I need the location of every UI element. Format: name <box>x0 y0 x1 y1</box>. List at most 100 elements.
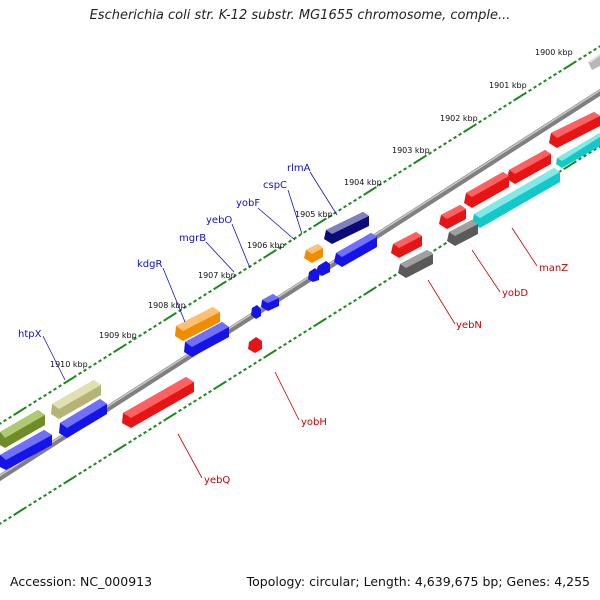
gene-feature[interactable] <box>122 377 194 428</box>
scale-tick <box>343 204 347 209</box>
scale-tick <box>13 412 17 416</box>
gene-feature[interactable] <box>447 220 478 246</box>
gene-feature[interactable] <box>51 380 101 419</box>
scale-tick <box>388 176 392 181</box>
scale-tick <box>23 506 27 510</box>
gene-feature[interactable] <box>184 322 229 357</box>
scale-tick <box>283 342 287 347</box>
scale-tick <box>228 377 232 381</box>
scale-tick <box>373 286 377 290</box>
kbp-label: 1903 kbp <box>392 146 430 155</box>
gene-label-rlmA[interactable]: rlmA <box>287 163 311 174</box>
scale-tick <box>83 468 87 472</box>
scale-tick <box>48 390 52 394</box>
scale-tick <box>303 230 307 234</box>
scale-tick <box>563 166 567 171</box>
gene-feature[interactable] <box>334 233 377 267</box>
gene-label-kdgR[interactable]: kdgR <box>137 259 162 270</box>
scale-tick <box>308 227 312 231</box>
scale-tick <box>0 422 2 425</box>
scale-tick <box>203 293 207 297</box>
gene-feature[interactable] <box>59 399 107 438</box>
scale-tick <box>353 198 357 203</box>
gene-label-yebO[interactable]: yebO <box>206 215 232 226</box>
gene-feature[interactable] <box>549 112 600 148</box>
scale-tick <box>378 282 382 287</box>
scale-tick <box>113 349 117 354</box>
scale-tick <box>573 60 577 64</box>
scale-tick <box>128 340 132 344</box>
scale-tick <box>123 343 127 347</box>
gene-label-yobF[interactable]: yobF <box>236 198 260 209</box>
scale-tick <box>103 355 107 360</box>
scale-tick <box>513 98 517 102</box>
gene-feature[interactable] <box>248 337 262 353</box>
scale-tick <box>278 345 282 350</box>
gene-feature[interactable] <box>261 294 279 311</box>
gene-feature[interactable] <box>507 150 551 184</box>
leader-line <box>427 279 456 325</box>
scale-tick <box>133 337 137 341</box>
scale-tick <box>388 276 392 281</box>
gene-feature[interactable] <box>391 232 422 258</box>
scale-tick <box>483 116 487 121</box>
kbp-label: 1900 kbp <box>535 48 573 57</box>
scale-tick <box>578 57 582 61</box>
gene-label-yebQ[interactable]: yebQ <box>204 475 230 486</box>
scale-tick <box>588 150 592 155</box>
scale-tick <box>173 411 177 416</box>
gene-label-manZ[interactable]: manZ <box>539 263 568 274</box>
scale-tick <box>273 349 277 353</box>
gene-feature[interactable] <box>0 430 52 470</box>
scale-tick <box>223 380 227 384</box>
scale-tick <box>263 255 267 259</box>
gene-feature[interactable] <box>439 205 466 229</box>
gene-feature[interactable] <box>251 305 261 319</box>
scale-tick <box>378 182 382 187</box>
scale-tick <box>215 382 225 389</box>
scale-tick <box>323 317 327 321</box>
gene-label-mgrB[interactable]: mgrB <box>179 233 206 244</box>
scale-tick <box>533 85 537 89</box>
scale-tick <box>163 418 167 422</box>
gene-feature[interactable] <box>398 250 433 278</box>
gene-feature[interactable] <box>588 54 600 70</box>
gene-feature[interactable] <box>175 307 220 341</box>
scale-tick <box>283 242 287 247</box>
scale-tick <box>198 296 202 300</box>
scale-tick <box>565 61 575 69</box>
gene-feature[interactable] <box>0 410 45 448</box>
gene-feature[interactable] <box>316 261 330 276</box>
scale-tick <box>515 93 525 100</box>
scale-tick <box>308 327 312 331</box>
scale-tick <box>65 376 75 383</box>
scale-tick <box>333 211 337 215</box>
scale-tick <box>423 154 427 159</box>
gene-feature[interactable] <box>324 212 369 244</box>
gene-feature[interactable] <box>464 172 509 208</box>
gene-feature[interactable] <box>472 168 560 228</box>
scale-tick <box>538 82 542 86</box>
gene-feature[interactable] <box>308 268 319 282</box>
scale-tick <box>583 54 587 58</box>
gene-label-yobH[interactable]: yobH <box>301 417 327 428</box>
scale-tick <box>258 358 262 362</box>
scale-tick <box>228 277 232 281</box>
scale-tick <box>193 299 197 303</box>
leader-line <box>162 267 186 323</box>
scale-tick <box>328 314 332 318</box>
scale-tick <box>278 245 282 250</box>
gene-label-yebN[interactable]: yebN <box>456 320 482 331</box>
scale-tick <box>88 365 92 369</box>
scale-tick <box>148 427 152 432</box>
scale-tick <box>465 124 475 132</box>
scale-tick <box>433 248 437 252</box>
gene-feature[interactable] <box>556 133 600 168</box>
gene-feature[interactable] <box>304 244 323 263</box>
gene-label-yobD[interactable]: yobD <box>502 288 528 299</box>
gene-label-cspC[interactable]: cspC <box>263 180 287 191</box>
gene-label-htpX[interactable]: htpX <box>18 329 42 340</box>
scale-tick <box>63 481 67 485</box>
scale-tick <box>438 145 442 149</box>
